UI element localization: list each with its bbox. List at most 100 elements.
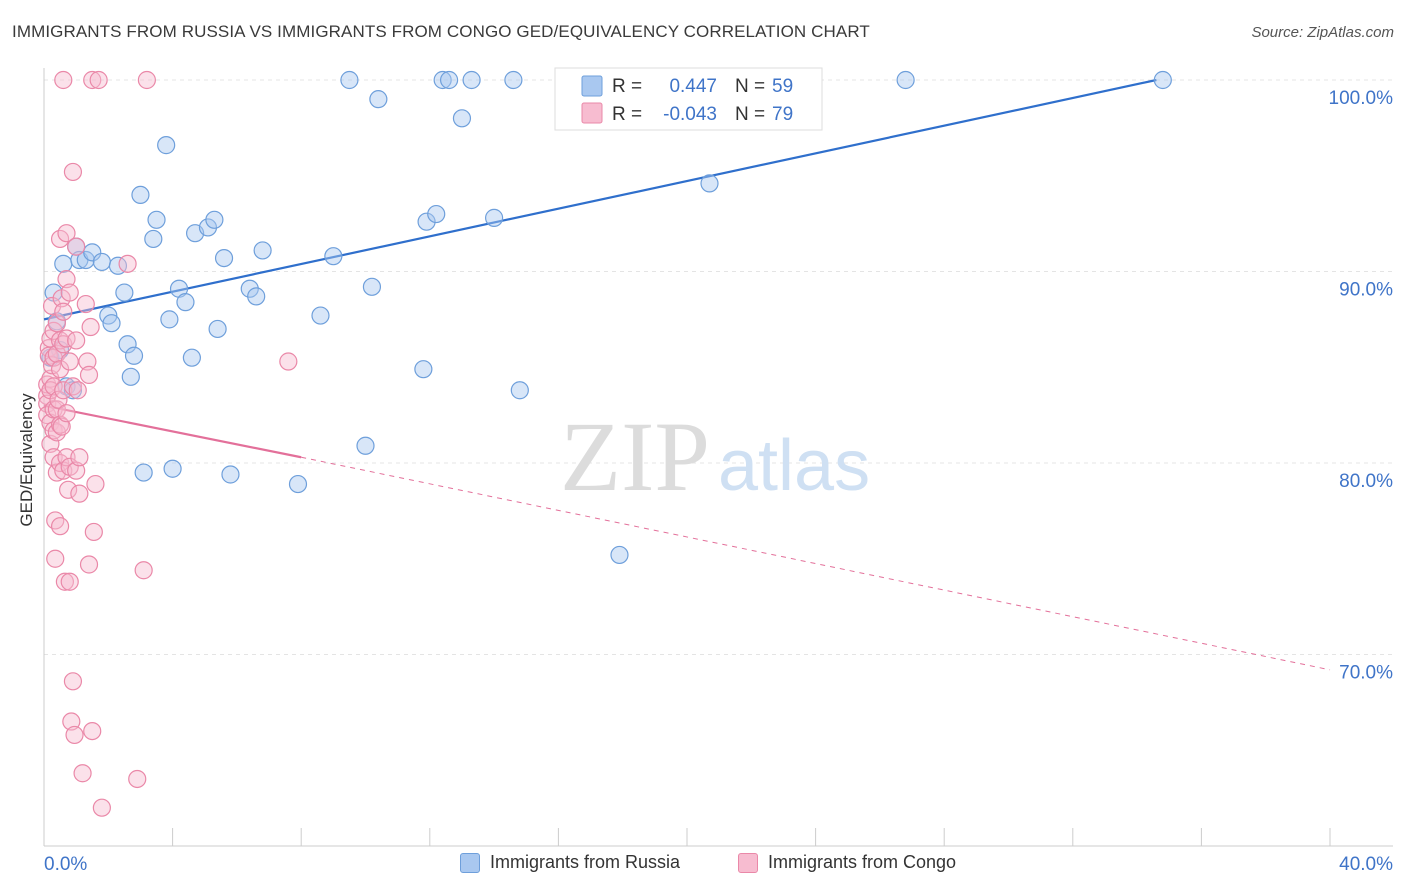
point-russia [160,310,179,329]
point-russia [247,287,266,306]
point-russia [417,212,436,231]
point-congo [92,798,111,817]
point-congo [118,254,137,273]
point-congo [63,672,83,691]
point-congo [89,70,108,90]
point-congo [57,224,76,243]
x-tick-label: 40.0% [1339,854,1393,875]
point-russia [182,348,201,367]
axis-layer: 100.0% 90.0% 80.0% 70.0% 0.0% 40.0% [43,68,1393,875]
point-russia [208,319,227,339]
legend-swatch-russia [460,852,480,873]
legend-russia-n-label: N = [735,76,765,97]
point-congo [54,302,73,321]
point-russia [414,360,433,379]
point-russia [1153,70,1172,90]
point-congo [60,283,79,302]
point-congo [73,764,92,783]
legend-item-congo: Immigrants from Congo [738,852,956,873]
point-russia [433,70,452,90]
point-russia [439,70,459,90]
point-russia [147,210,166,229]
point-congo [65,725,84,745]
point-russia [131,185,150,204]
point-russia [92,252,111,272]
watermark-atlas: atlas [718,426,870,506]
point-russia [54,254,73,273]
point-russia [124,346,144,365]
trend-layer [43,78,1331,671]
legend-bottom: Immigrants from Russia Immigrants from C… [0,852,1406,878]
point-russia [253,241,272,260]
point-russia [462,70,481,90]
point-congo [50,360,70,379]
point-congo [62,712,81,731]
y-tick-label: 80.0% [1339,471,1393,492]
legend-russia-r-label: R = [612,76,642,97]
point-russia [115,283,134,302]
y-tick-label: 70.0% [1339,663,1393,684]
point-russia [214,248,234,268]
y-axis-title: GED/Equivalency [17,393,36,527]
point-congo [38,375,57,394]
point-russia [288,474,308,494]
legend-russia-swatch [581,75,603,97]
grid-layer [44,79,1395,655]
point-congo [86,474,105,494]
point-russia [504,70,523,90]
point-congo [44,377,63,396]
point-congo [81,317,100,337]
point-russia [896,70,915,90]
point-russia [102,314,121,333]
watermark: ZIP atlas [560,401,870,512]
point-russia [144,229,163,249]
point-russia [157,136,176,155]
legend-swatch-congo [738,852,758,873]
point-congo [70,448,89,467]
legend-top: R = 0.447 N = 59 R = -0.043 N = 79 [554,67,823,131]
source-label: Source: ZipAtlas.com [1251,24,1394,41]
point-russia [700,174,719,193]
legend-russia-r-value: 0.447 [669,76,717,97]
point-congo [50,517,70,536]
point-congo [55,572,74,591]
point-russia [356,436,375,455]
point-congo [41,434,60,453]
point-russia [121,367,140,386]
point-congo [42,296,62,316]
point-congo [57,448,76,467]
point-congo [137,70,156,90]
point-congo [67,331,86,350]
point-congo [60,352,79,371]
point-russia [485,208,504,227]
point-congo [76,294,95,314]
point-congo [134,561,153,580]
point-russia [340,70,359,90]
points-layer [38,70,1172,817]
point-congo [54,381,73,400]
legend-item-russia: Immigrants from Russia [460,852,680,873]
point-russia [362,277,382,296]
legend-label-congo: Immigrants from Congo [768,852,957,872]
legend-congo-r-label: R = [612,104,642,125]
point-russia [83,243,102,262]
point-congo [46,549,65,568]
legend-russia-n-value: 59 [772,76,793,97]
point-russia [118,335,137,354]
trend-line-congo [43,404,302,459]
point-congo [79,555,99,574]
point-russia [63,381,83,400]
point-congo [84,522,103,542]
point-congo [52,417,71,436]
trend-line-russia [43,78,1157,321]
legend-congo-swatch [581,102,603,124]
point-congo [60,572,79,591]
point-congo [70,484,89,503]
point-congo [57,404,76,423]
point-russia [311,306,330,325]
legend-congo-n-label: N = [735,104,765,125]
point-russia [205,210,224,229]
point-russia [176,293,195,312]
point-congo [49,390,68,409]
